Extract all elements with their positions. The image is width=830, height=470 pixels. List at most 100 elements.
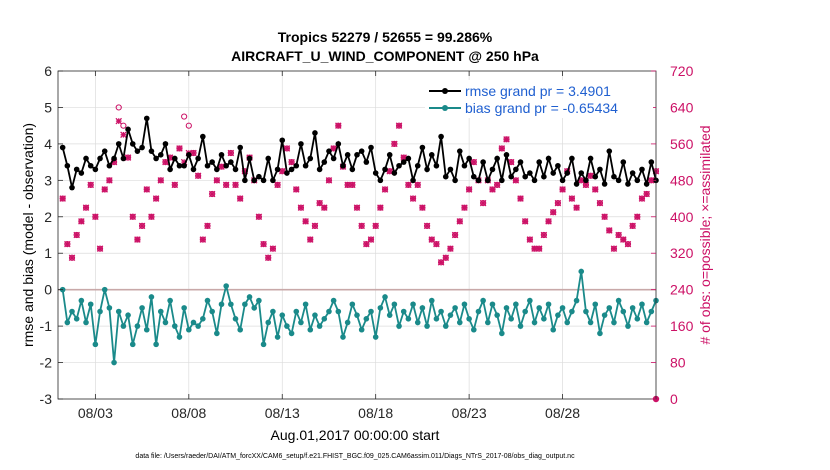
bias-point — [265, 319, 272, 326]
obs-assimilated-marker — [535, 245, 543, 252]
bias-point — [368, 308, 374, 315]
obs-assimilated-marker — [335, 122, 342, 129]
rmse-point — [242, 177, 248, 184]
bias-point — [148, 294, 155, 300]
rmse-point — [461, 162, 468, 169]
rmse-point — [106, 162, 113, 169]
rmse-point — [442, 173, 449, 180]
x-axis-label: Aug.01,2017 00:00:00 start — [271, 427, 440, 443]
bias-point — [157, 308, 164, 315]
rmse-point — [410, 177, 416, 184]
rmse-point — [564, 170, 571, 176]
obs-assimilated-marker — [152, 195, 160, 202]
bias-point — [204, 297, 211, 304]
rmse-point — [606, 148, 613, 154]
rmse-point — [396, 162, 402, 169]
obs-assimilated-marker — [120, 131, 127, 139]
obs-assimilated-marker — [493, 181, 501, 189]
bias-point — [606, 305, 613, 311]
rmse-point — [438, 133, 444, 140]
rmse-point — [162, 141, 169, 147]
obs-assimilated-marker — [549, 208, 557, 216]
obs-assimilated-marker — [316, 199, 323, 207]
bias-point — [447, 312, 454, 318]
bias-point — [256, 297, 262, 304]
bias-point — [480, 297, 486, 304]
rmse-point — [83, 155, 89, 162]
bias-point — [218, 301, 225, 308]
rmse-point — [475, 177, 482, 184]
rmse-point — [321, 159, 328, 165]
rmse-point — [466, 155, 472, 162]
bias-point — [153, 341, 159, 348]
obs-assimilated-marker — [143, 186, 151, 193]
obs-assimilated-marker — [573, 204, 580, 211]
obs-assimilated-marker — [498, 145, 506, 152]
bias-point — [246, 294, 253, 300]
obs-assimilated-marker — [442, 254, 450, 262]
rmse-point — [424, 166, 430, 173]
bias-point — [456, 319, 463, 326]
bias-point — [555, 312, 561, 318]
rmse-point — [559, 177, 566, 184]
rmse-point — [503, 152, 510, 158]
y-left-tick-label: 3 — [44, 172, 52, 188]
y-right-tick-label: 640 — [670, 99, 694, 115]
bias-point — [489, 301, 496, 308]
x-axis: 08/03 08/08 08/13 08/18 08/23 08/28 — [78, 71, 580, 421]
obs-assimilated-marker — [260, 240, 267, 248]
obs-assimilated-marker — [78, 218, 85, 225]
bias-point — [340, 334, 346, 340]
bias-point — [578, 268, 585, 275]
obs-assimilated-marker — [190, 149, 197, 157]
bias-point — [592, 301, 599, 308]
obs-assimilated-marker — [288, 158, 295, 166]
chart-title-line1: Tropics 52279 / 52655 = 99.286% — [278, 29, 493, 45]
obs-assimilated-marker — [64, 240, 71, 248]
rmse-point — [270, 177, 276, 184]
obs-assimilated-marker — [372, 222, 379, 230]
rmse-point — [541, 173, 547, 180]
rmse-point — [153, 155, 159, 162]
obs-assimilated-marker — [213, 177, 221, 184]
bias-point — [405, 316, 412, 322]
rmse-point — [307, 155, 314, 162]
obs-assimilated-marker — [610, 245, 618, 252]
rmse-point — [265, 155, 272, 162]
bias-point — [597, 330, 603, 337]
rmse-point — [592, 173, 599, 180]
rmse-point — [260, 177, 267, 184]
obs-assimilated-marker — [521, 218, 529, 225]
rmse-point — [433, 162, 440, 169]
y-left-tick-label: 1 — [44, 245, 52, 261]
rmse-point — [583, 177, 589, 184]
y-axis-left: -3 -2 -1 0 1 2 3 4 5 6 — [40, 63, 63, 407]
rmse-point — [171, 155, 178, 162]
rmse-point — [625, 181, 631, 187]
obs-assimilated-marker — [512, 177, 520, 184]
y-right-tick-label: 160 — [670, 318, 694, 334]
bias-point — [522, 308, 528, 315]
rmse-point — [134, 148, 141, 154]
rmse-point — [330, 155, 337, 162]
bias-point — [69, 308, 75, 315]
bias-point — [73, 316, 80, 322]
bias-point — [541, 316, 547, 322]
bias-point — [382, 294, 388, 300]
obs-assimilated-marker — [204, 222, 211, 230]
rmse-point — [531, 177, 538, 184]
bias-point — [461, 301, 468, 308]
y-right-tick-label: 240 — [670, 282, 694, 298]
bias-point — [452, 305, 458, 311]
rmse-point — [358, 148, 365, 154]
rmse-point — [298, 141, 304, 147]
rmse-point — [167, 166, 173, 173]
obs-assimilated-marker — [479, 199, 487, 207]
obs-assimilated-marker — [199, 236, 207, 243]
obs-assimilated-marker — [400, 154, 407, 161]
bias-point — [499, 330, 505, 337]
x-tick-label: 08/23 — [452, 405, 487, 421]
rmse-point — [447, 166, 454, 173]
y-left-tick-label: -2 — [40, 355, 53, 371]
bias-point — [209, 308, 215, 315]
